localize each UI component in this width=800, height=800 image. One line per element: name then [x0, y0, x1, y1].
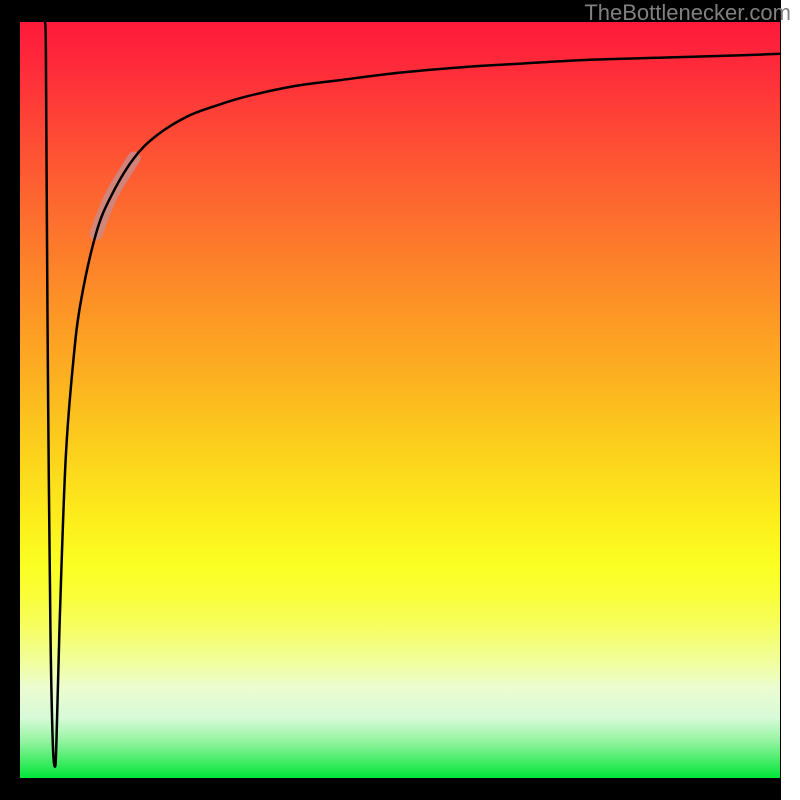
plot-frame-left	[0, 0, 20, 800]
watermark-text: TheBottlenecker.com	[584, 0, 791, 26]
plot-frame-right	[780, 0, 781, 800]
bottleneck-chart: TheBottlenecker.com	[0, 0, 800, 800]
plot-frame-bottom	[0, 778, 781, 800]
plot-background	[20, 22, 780, 778]
chart-svg	[0, 0, 800, 800]
